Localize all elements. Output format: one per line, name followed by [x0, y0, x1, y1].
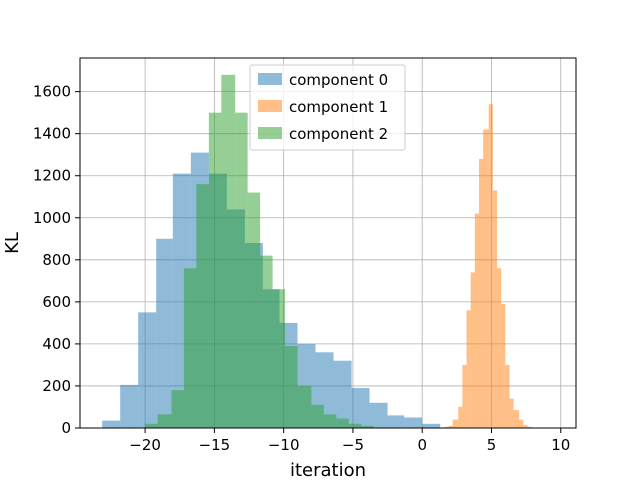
x-axis-ticks: −20 −15 −10 −5 0 5 10	[129, 428, 570, 454]
histogram-bar	[501, 303, 506, 428]
histogram-bar	[336, 418, 349, 428]
x-tick-label: −20	[129, 436, 161, 454]
legend-box	[249, 64, 406, 151]
histogram-bar	[448, 425, 453, 428]
histogram-bar	[483, 129, 489, 428]
histogram-bar	[235, 112, 248, 428]
histogram-bar	[247, 192, 261, 428]
y-tick-label: 800	[42, 251, 71, 269]
histogram-bar	[183, 268, 197, 428]
histogram-bar	[348, 423, 362, 428]
histogram-bar	[505, 364, 510, 428]
histogram-bar	[458, 406, 463, 428]
histogram-bar	[422, 423, 441, 428]
legend-label-component-2: component 2	[289, 125, 388, 143]
legend-label-component-0: component 0	[289, 71, 388, 89]
y-tick-label: 1600	[33, 83, 71, 101]
x-tick-label: 10	[551, 436, 570, 454]
histogram-bar	[474, 213, 480, 428]
histogram-bar	[171, 390, 184, 428]
histogram-bar	[156, 238, 173, 428]
y-tick-label: 1200	[33, 167, 71, 185]
axes-frame	[79, 57, 577, 429]
legend: component 0 component 1 component 2	[249, 64, 406, 151]
y-tick-label: 0	[61, 419, 71, 437]
x-tick-label: −5	[342, 436, 364, 454]
histogram-bar	[311, 404, 324, 428]
histogram-bar	[387, 415, 405, 428]
histogram-bar	[444, 426, 449, 428]
histogram-bar	[466, 310, 471, 428]
y-tick-label: 400	[42, 335, 71, 353]
x-tick-label: −15	[199, 436, 231, 454]
series-2	[145, 74, 374, 429]
y-tick-label: 200	[42, 377, 71, 395]
y-axis-label: KL	[2, 232, 23, 254]
histogram-bar	[369, 402, 388, 428]
legend-swatch-component-1	[258, 100, 282, 112]
histogram-bar	[285, 346, 298, 428]
y-tick-label: 1000	[33, 209, 71, 227]
histogram-bar	[157, 414, 172, 428]
histogram-bar	[479, 158, 484, 428]
x-axis-label: iteration	[290, 460, 366, 480]
histogram-bar	[470, 272, 475, 428]
legend-swatch-component-2	[258, 127, 282, 139]
legend-swatch-component-0	[258, 73, 282, 85]
y-axis-ticks: 0 200 400 600 800 1000 1200 1400 1600	[33, 83, 80, 437]
histogram-bar	[138, 312, 157, 428]
x-tick-label: −10	[268, 436, 300, 454]
histogram-bar	[323, 414, 337, 428]
histogram-bar	[497, 268, 502, 428]
histogram-bar	[361, 425, 374, 428]
histogram-bar	[404, 417, 423, 428]
histogram-bar	[297, 385, 312, 428]
histogram-bar	[333, 360, 352, 428]
bars	[102, 74, 532, 429]
histogram-bar	[513, 410, 520, 428]
y-tick-label: 1400	[33, 125, 71, 143]
histogram-bar	[509, 398, 514, 428]
histogram-bar	[120, 384, 139, 428]
histogram-bar	[351, 388, 370, 428]
legend-label-component-1: component 1	[289, 98, 388, 116]
x-tick-label: 0	[417, 436, 427, 454]
histogram-bar	[488, 104, 493, 428]
histogram-bar	[492, 190, 498, 428]
histogram-bar	[196, 184, 209, 428]
x-tick-label: 5	[487, 436, 497, 454]
histogram-bar	[527, 426, 532, 428]
histogram-bar	[272, 289, 286, 428]
histogram-bar	[145, 423, 158, 428]
series-1	[444, 104, 532, 428]
histogram-bar	[260, 255, 273, 428]
y-tick-label: 600	[42, 293, 71, 311]
histogram-bar	[523, 424, 528, 428]
histogram-bar	[102, 420, 121, 428]
histogram-bar	[452, 419, 459, 428]
histogram-bar	[221, 74, 236, 429]
histogram-bar	[208, 112, 222, 428]
histogram-bar	[462, 364, 467, 428]
histogram-bar	[519, 419, 524, 428]
